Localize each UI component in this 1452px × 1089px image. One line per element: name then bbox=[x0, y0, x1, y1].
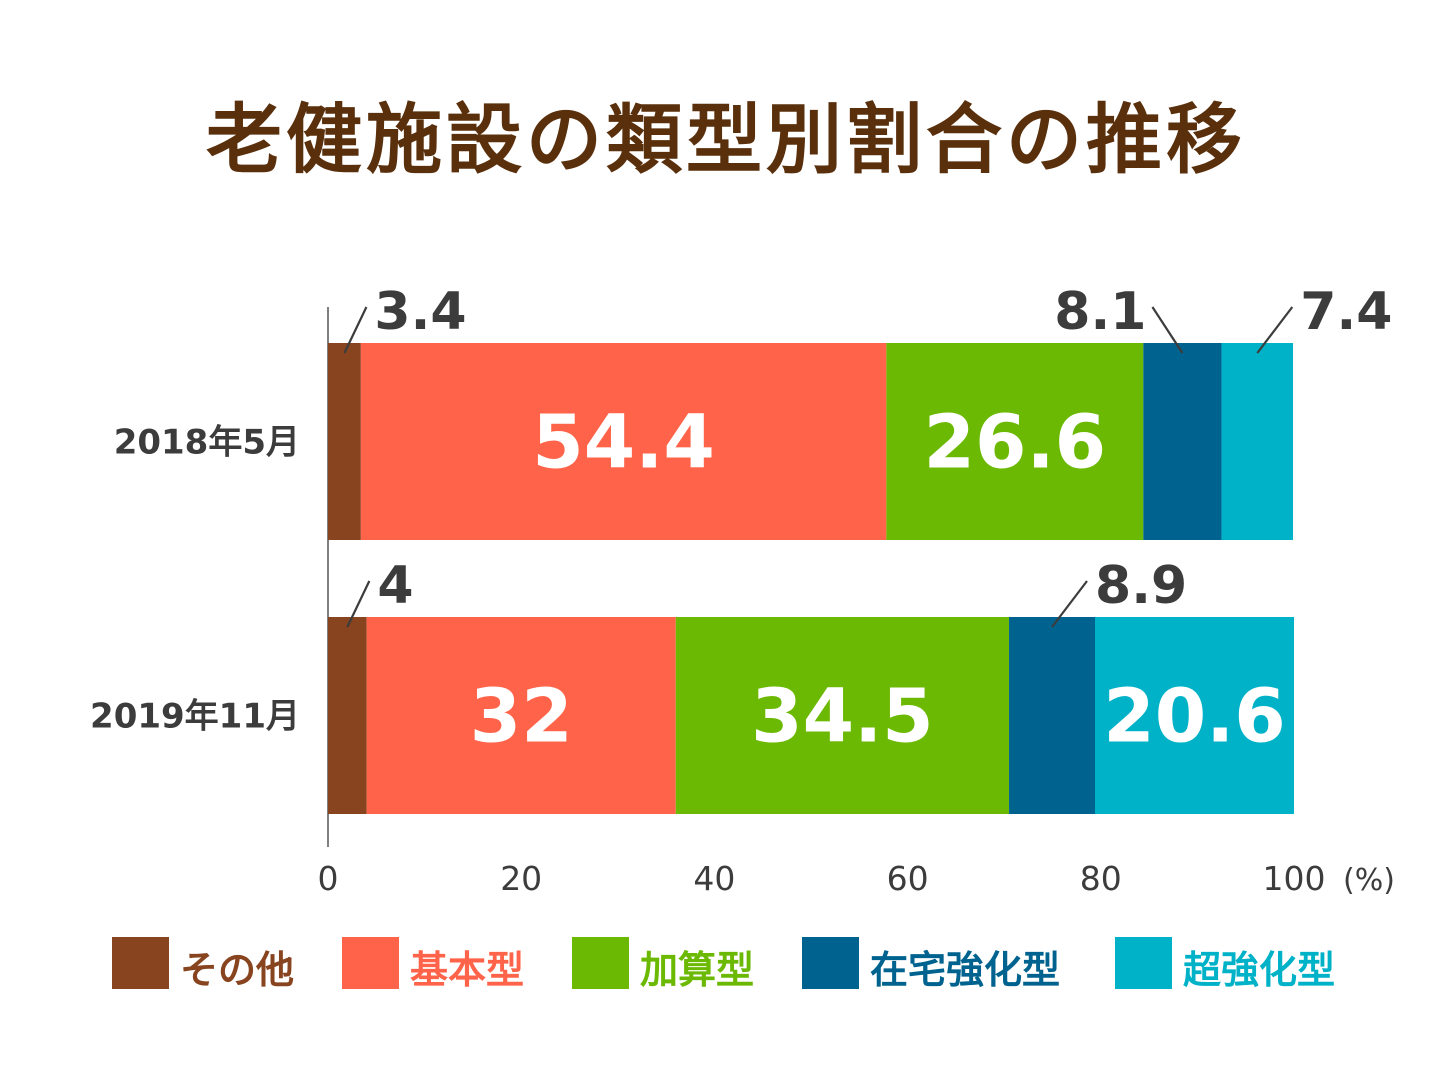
data-label: 54.4 bbox=[532, 400, 715, 486]
x-tick-label: 40 bbox=[693, 859, 735, 898]
data-label: 32 bbox=[470, 674, 573, 760]
x-unit-label: (%) bbox=[1343, 863, 1395, 898]
legend-swatch bbox=[112, 937, 169, 989]
bar-segment bbox=[366, 617, 676, 814]
category-label: 2019年11月 bbox=[90, 697, 300, 737]
bar-segment bbox=[1221, 343, 1294, 540]
bar-segment bbox=[328, 343, 361, 540]
bar-segment bbox=[886, 343, 1144, 540]
data-label: 20.6 bbox=[1103, 674, 1286, 760]
legend-swatch bbox=[342, 937, 399, 989]
x-tick-label: 20 bbox=[500, 859, 542, 898]
x-tick-label: 80 bbox=[1080, 859, 1122, 898]
legend-label: その他 bbox=[180, 948, 295, 992]
legend-label: 基本型 bbox=[410, 948, 525, 992]
bar-segment bbox=[1143, 343, 1222, 540]
x-tick-label: 60 bbox=[887, 859, 929, 898]
leader-line bbox=[346, 580, 371, 628]
bar-segment bbox=[1009, 617, 1096, 814]
leader-line bbox=[1151, 306, 1184, 354]
leader-line bbox=[343, 306, 368, 354]
leader-line bbox=[1256, 306, 1294, 354]
data-label: 4 bbox=[377, 556, 413, 616]
bar-segment bbox=[360, 343, 887, 540]
data-label: 26.6 bbox=[924, 400, 1107, 486]
legend-swatch bbox=[1115, 937, 1172, 989]
category-label: 2018年5月 bbox=[114, 423, 300, 463]
legend-label: 加算型 bbox=[640, 948, 755, 992]
leader-line bbox=[1051, 580, 1088, 628]
data-label: 34.5 bbox=[751, 674, 934, 760]
legend-label: 超強化型 bbox=[1183, 948, 1336, 992]
legend: その他 基本型 加算型 在宅強化型 超強化型 bbox=[0, 935, 1452, 995]
legend-swatch bbox=[802, 937, 859, 989]
chart-title: 老健施設の類型別割合の推移 bbox=[206, 95, 1246, 184]
legend-swatch bbox=[572, 937, 629, 989]
x-tick-label: 100 bbox=[1263, 859, 1326, 898]
legend-label: 在宅強化型 bbox=[870, 948, 1061, 992]
bar-segment bbox=[1095, 617, 1294, 814]
data-label: 3.4 bbox=[374, 282, 466, 342]
data-label: 7.4 bbox=[1300, 282, 1392, 342]
data-label: 8.1 bbox=[1054, 282, 1146, 342]
x-tick-label: 0 bbox=[318, 859, 339, 898]
bar-segment bbox=[675, 617, 1010, 814]
bar-segment bbox=[328, 617, 367, 814]
data-label: 8.9 bbox=[1095, 556, 1187, 616]
